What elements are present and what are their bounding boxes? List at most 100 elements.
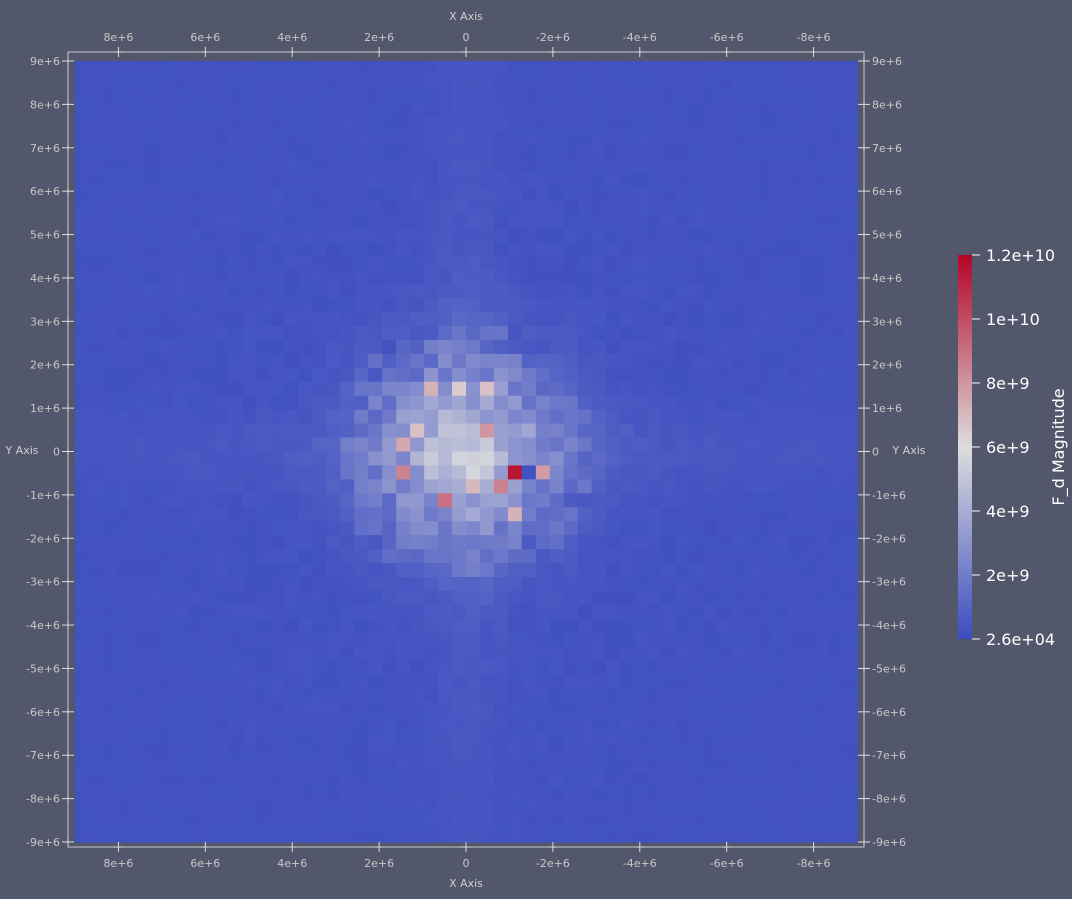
heatmap-cell [340, 479, 355, 494]
heatmap-cell [396, 144, 411, 160]
heatmap-cell [591, 367, 607, 383]
heatmap-cell [759, 744, 774, 759]
heatmap-cell [452, 814, 467, 829]
heatmap-cell [745, 102, 760, 118]
heatmap-cell [130, 242, 146, 257]
heatmap-cell [88, 242, 104, 257]
heatmap-cell [731, 284, 746, 299]
heatmap-cell [144, 116, 160, 132]
heatmap-cell [466, 590, 481, 606]
heatmap-cell [493, 507, 509, 522]
heatmap-cell [452, 465, 467, 480]
heatmap-cell [619, 479, 635, 494]
heatmap-cell [270, 353, 286, 369]
heatmap-cell [382, 465, 397, 480]
heatmap-cell [312, 632, 327, 648]
heatmap-cell [284, 88, 300, 104]
heatmap-cell [521, 88, 537, 104]
heatmap-cell [689, 102, 704, 118]
heatmap-cell [549, 423, 565, 439]
heatmap-cell [424, 61, 439, 76]
heatmap-cell [116, 242, 132, 257]
heatmap-cell [158, 395, 174, 411]
heatmap-cell [424, 339, 439, 355]
heatmap-cell [591, 535, 607, 550]
heatmap-cell [745, 772, 760, 787]
heatmap-cell [256, 423, 272, 439]
heatmap-cell [829, 674, 844, 690]
heatmap-cell [312, 130, 327, 146]
heatmap-cell [186, 367, 202, 383]
heatmap-cell [647, 744, 663, 759]
heatmap-cell [340, 828, 355, 843]
heatmap-cell [563, 535, 579, 550]
heatmap-cell [396, 437, 411, 453]
heatmap-cell [619, 339, 635, 355]
heatmap-cell [172, 409, 188, 425]
heatmap-cell [410, 632, 425, 648]
heatmap-cell [326, 74, 341, 90]
heatmap-cell [801, 325, 816, 341]
heatmap-cell [507, 270, 523, 285]
heatmap-cell [801, 702, 816, 718]
heatmap-cell [284, 325, 300, 341]
heatmap-cell [340, 228, 355, 243]
heatmap-cell [172, 772, 188, 787]
heatmap-cell [731, 200, 746, 216]
heatmap-cell [368, 730, 383, 745]
heatmap-cell [312, 479, 327, 494]
heatmap-cell [787, 116, 802, 132]
heatmap-cell [410, 116, 425, 132]
heatmap-cell [200, 646, 216, 662]
heatmap-cell [745, 702, 760, 718]
heatmap-cell [479, 130, 495, 146]
heatmap-cell [410, 535, 425, 550]
heatmap-cell [507, 618, 523, 634]
heatmap-cell [228, 339, 244, 355]
y-tick-label: -8e+6 [26, 793, 60, 806]
heatmap-cell [535, 409, 551, 425]
heatmap-cell [605, 702, 621, 718]
heatmap-cell [102, 409, 118, 425]
heatmap-cell [493, 744, 509, 759]
heatmap-cell [158, 423, 174, 439]
heatmap-cell [801, 339, 816, 355]
heatmap-cell [703, 730, 718, 745]
heatmap-cell [661, 200, 677, 216]
heatmap-cell [563, 325, 579, 341]
heatmap-cell [493, 493, 509, 508]
heatmap-cell [312, 423, 327, 439]
heatmap-cell [144, 632, 160, 648]
heatmap-cell [479, 465, 495, 480]
heatmap-cell [102, 716, 118, 732]
heatmap-cell [214, 465, 230, 480]
heatmap-cell [298, 144, 313, 160]
heatmap-cell [75, 88, 90, 104]
heatmap-cell [326, 270, 341, 285]
heatmap-cell [703, 618, 718, 634]
heatmap-cell [368, 325, 383, 341]
heatmap-cell [340, 353, 355, 369]
heatmap-cell [591, 451, 607, 467]
heatmap-cell [102, 423, 118, 439]
heatmap-cell [452, 423, 467, 439]
heatmap-cell [619, 716, 635, 732]
heatmap-cell [270, 702, 286, 718]
heatmap-cell [633, 507, 649, 522]
heatmap-cell [577, 116, 593, 132]
heatmap-cell [284, 381, 300, 397]
heatmap-cell [759, 772, 774, 787]
heatmap-cell [493, 549, 509, 564]
heatmap-cell [214, 493, 230, 508]
x-tick-label: -8e+6 [797, 857, 831, 870]
heatmap-cell [116, 814, 132, 829]
heatmap-cell [773, 61, 788, 76]
heatmap-cell [242, 730, 258, 745]
heatmap-cell [410, 353, 425, 369]
heatmap-cell [773, 688, 788, 704]
heatmap-cell [424, 730, 439, 745]
heatmap-cell [438, 465, 453, 480]
heatmap-cell [521, 563, 537, 578]
heatmap-cell [298, 674, 313, 690]
heatmap-cell [116, 507, 132, 522]
